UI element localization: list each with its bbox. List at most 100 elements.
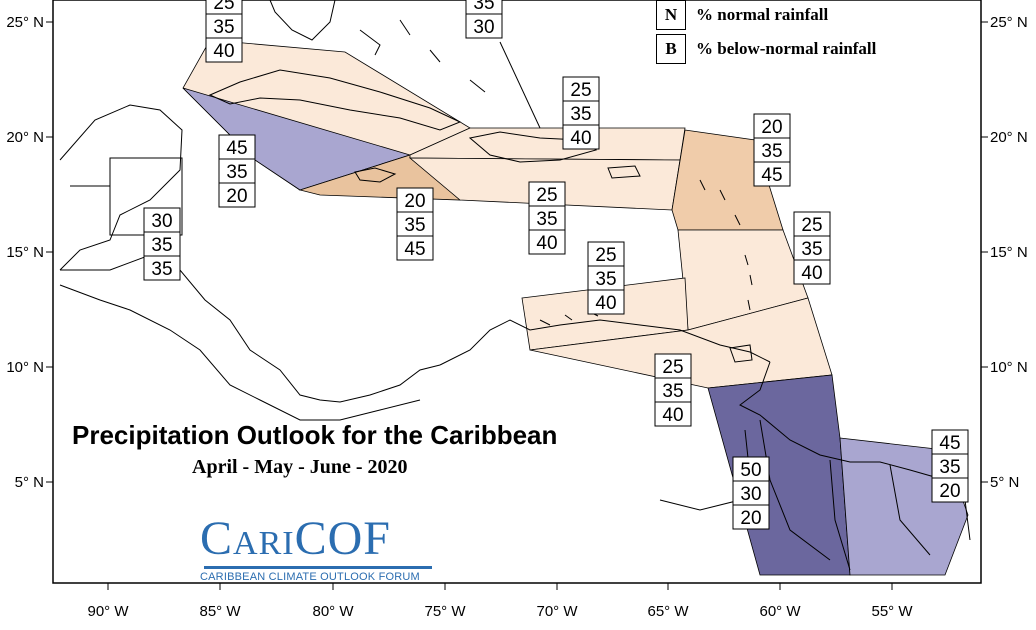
forecast-cell <box>528 229 566 255</box>
forecast-value: 25 <box>662 357 683 378</box>
forecast-cell <box>587 241 625 267</box>
lat-tick-label-right: 5° N <box>990 474 1019 491</box>
forecast-cell <box>732 504 770 530</box>
logo-word-cari: Cari <box>200 512 295 565</box>
forecast-value: 35 <box>473 0 494 14</box>
forecast-value: 25 <box>595 245 616 266</box>
island-trinidad <box>729 344 753 363</box>
forecast-cell <box>143 207 181 233</box>
lat-tick-label-right: 10° N <box>990 359 1028 376</box>
coastlines <box>59 0 971 571</box>
forecast-value: 40 <box>801 263 822 284</box>
forecast-value: 35 <box>662 381 683 402</box>
forecast-cell <box>931 477 969 503</box>
coastline-colombia-venezuela <box>439 319 771 366</box>
forecast-box: 50 30 20 <box>732 456 770 530</box>
lat-tick-label-left: 5° N <box>15 474 44 491</box>
coastline-pacific <box>59 284 421 421</box>
forecast-box: 45 35 20 <box>931 429 969 503</box>
forecast-cell <box>931 429 969 455</box>
logo-underline <box>204 566 432 569</box>
forecast-cell <box>732 480 770 506</box>
caricof-logo: CariCOF CARIBBEAN CLIMATE OUTLOOK FORUM <box>200 514 436 583</box>
island-leewards <box>699 179 741 226</box>
forecast-value: 40 <box>570 128 591 149</box>
forecast-box: 25 35 40 <box>654 353 692 427</box>
forecast-cell <box>753 137 791 163</box>
forecast-cell <box>396 211 434 237</box>
legend-label-normal: % normal rainfall <box>696 5 829 24</box>
legend-label-below: % below-normal rainfall <box>696 39 877 58</box>
forecast-value: 35 <box>151 259 172 280</box>
forecast-box: 45 35 20 <box>218 134 256 208</box>
lon-tick-label: 75° W <box>424 603 466 620</box>
forecast-box: 25 35 40 <box>205 0 243 63</box>
logo-word-cof: COF <box>294 512 391 565</box>
forecast-value: 20 <box>939 481 960 502</box>
forecast-box: 25 35 40 <box>562 76 600 150</box>
lat-tick-label-right: 15° N <box>990 244 1028 261</box>
border-suriname <box>829 459 851 571</box>
forecast-boxes: 2535403530453520303535203545253540253540… <box>143 0 969 530</box>
forecast-cell <box>396 187 434 213</box>
forecast-value: 25 <box>801 215 822 236</box>
forecast-value: 40 <box>595 293 616 314</box>
forecast-cell <box>793 235 831 261</box>
forecast-cell <box>465 13 503 39</box>
forecast-value: 20 <box>226 186 247 207</box>
forecast-cell <box>562 124 600 150</box>
island-bahamas-3 <box>429 49 441 63</box>
forecast-value: 35 <box>151 235 172 256</box>
island-bahamas-1 <box>359 29 381 56</box>
forecast-value: 20 <box>761 117 782 138</box>
coastline-florida <box>269 0 336 41</box>
lat-tick-label-left: 20° N <box>6 129 44 146</box>
legend-key-below: B <box>656 34 686 64</box>
legend-row-below: B % below-normal rainfall <box>656 34 876 64</box>
latitude-axis-right: 25° N 20° N 15° N 10° N 5° N <box>981 14 1028 491</box>
forecast-value: 45 <box>226 138 247 159</box>
border-french-guiana <box>889 464 931 556</box>
coastline-hispaniola <box>468 131 598 163</box>
legend-key-normal: N <box>656 0 686 30</box>
legend-row-normal: N % normal rainfall <box>656 0 828 30</box>
forecast-cell <box>931 453 969 479</box>
connector-guyana <box>744 429 749 459</box>
lon-tick-label: 90° W <box>87 603 129 620</box>
forecast-cell <box>793 211 831 237</box>
logo-wordmark: CariCOF <box>200 514 436 564</box>
forecast-value: 45 <box>404 239 425 260</box>
forecast-value: 35 <box>939 457 960 478</box>
lat-tick-label-left: 15° N <box>6 244 44 261</box>
forecast-value: 45 <box>761 165 782 186</box>
forecast-value: 40 <box>662 405 683 426</box>
forecast-value: 35 <box>404 215 425 236</box>
forecast-cell <box>732 456 770 482</box>
map-title: Precipitation Outlook for the Caribbean <box>72 420 558 450</box>
lon-tick-label: 80° W <box>312 603 354 620</box>
connector-lines <box>499 41 749 459</box>
forecast-cell <box>143 255 181 281</box>
forecast-cell <box>396 235 434 261</box>
forecast-value: 30 <box>740 484 761 505</box>
forecast-value: 35 <box>761 141 782 162</box>
forecast-value: 35 <box>801 239 822 260</box>
island-bahamas-2 <box>399 19 411 36</box>
coastline-jamaica <box>354 167 397 183</box>
forecast-value: 20 <box>404 191 425 212</box>
forecast-value: 40 <box>213 41 234 62</box>
forecast-value: 35 <box>226 162 247 183</box>
forecast-cell <box>218 182 256 208</box>
lon-tick-label: 65° W <box>647 603 689 620</box>
forecast-value: 35 <box>536 209 557 230</box>
forecast-value: 25 <box>213 0 234 14</box>
coastline-cuba <box>208 69 462 131</box>
forecast-box: 25 35 40 <box>528 181 566 255</box>
map-subtitle: April - May - June - 2020 <box>192 456 408 478</box>
longitude-axis: 90° W 85° W 80° W 75° W 70° W 65° W 60° W 55° W <box>87 583 913 620</box>
forecast-value: 35 <box>213 17 234 38</box>
forecast-cell <box>528 181 566 207</box>
forecast-cell <box>753 161 791 187</box>
lat-tick-label-left: 10° N <box>6 359 44 376</box>
